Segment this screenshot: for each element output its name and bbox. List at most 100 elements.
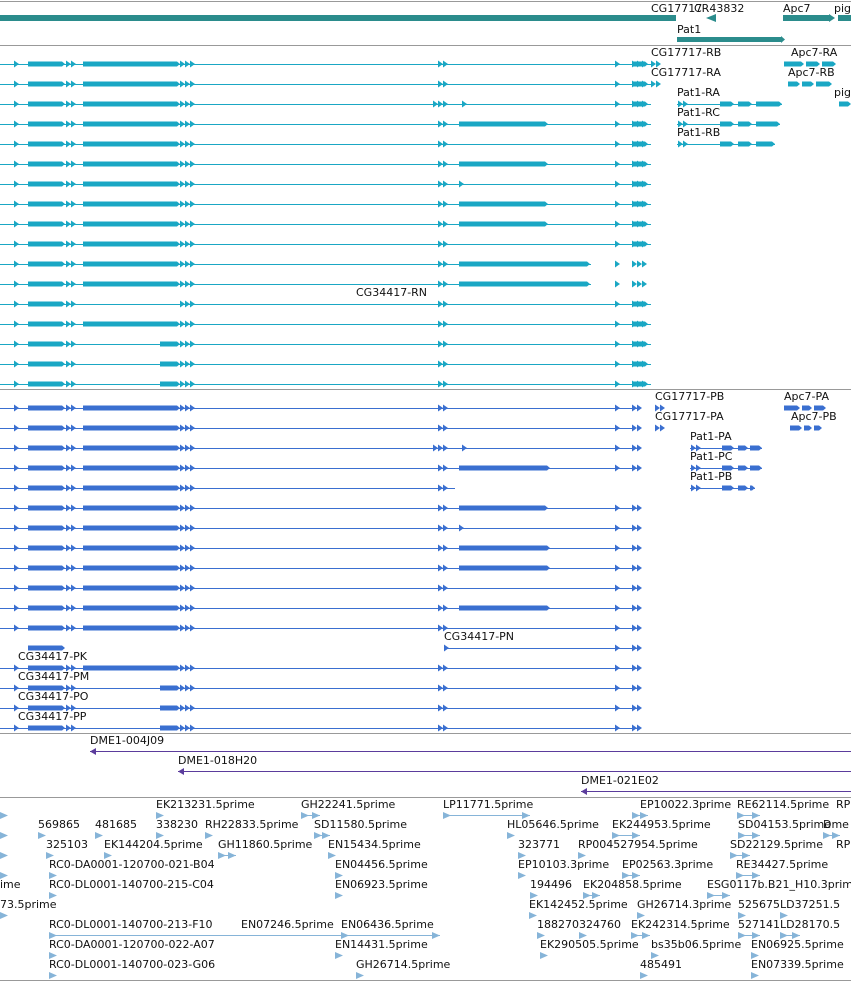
est-label[interactable]: EP10022.3prime bbox=[640, 798, 732, 811]
est-label[interactable]: EN07246.5prime bbox=[241, 918, 334, 931]
est-label[interactable]: EN14431.5prime bbox=[335, 938, 428, 951]
est-block bbox=[156, 832, 164, 839]
est-label[interactable]: 194496 bbox=[530, 878, 572, 891]
est-label[interactable]: 569865 bbox=[38, 818, 80, 831]
protein-label[interactable]: CG17717-PA bbox=[655, 410, 724, 423]
strand-arrow bbox=[190, 280, 195, 288]
bac-clone-label[interactable]: DME1-018H20 bbox=[178, 754, 258, 767]
protein-label[interactable]: CG17717-PB bbox=[655, 390, 725, 403]
protein-label[interactable]: Apc7-PA bbox=[784, 390, 829, 403]
est-label[interactable]: 325103 bbox=[46, 838, 88, 851]
est-label[interactable]: EN04456.5prime bbox=[335, 858, 428, 871]
est-label[interactable]: GH11860.5prime bbox=[218, 838, 313, 851]
transcript-label[interactable]: CG17717-RA bbox=[651, 66, 721, 79]
protein-label[interactable]: Pat1-PB bbox=[690, 470, 733, 483]
est-label[interactable]: 525675 bbox=[738, 898, 780, 911]
transcript-label[interactable]: Pat1-RC bbox=[677, 106, 720, 119]
est-label[interactable]: EK144204.5prime bbox=[104, 838, 203, 851]
transcript-label[interactable]: Apc7-RA bbox=[791, 46, 838, 59]
est-label[interactable]: EK242314.5prime bbox=[631, 918, 730, 931]
est-label[interactable]: RC0-DA0001-120700-021-B04 bbox=[49, 858, 215, 871]
exon-block bbox=[83, 141, 180, 147]
est-label[interactable]: GH22241.5prime bbox=[301, 798, 396, 811]
strand-arrow bbox=[190, 260, 195, 268]
est-label[interactable]: 323771 bbox=[518, 838, 560, 851]
est-label[interactable]: 527141 bbox=[738, 918, 780, 931]
est-label[interactable]: RP bbox=[836, 838, 851, 851]
protein-label[interactable]: Apc7-PB bbox=[791, 410, 837, 423]
est-label[interactable]: 324760 bbox=[579, 918, 621, 931]
est-label[interactable]: LP11771.5prime bbox=[443, 798, 534, 811]
est-label[interactable]: 338230 bbox=[156, 818, 198, 831]
est-label[interactable]: RH22833.5prime bbox=[205, 818, 299, 831]
est-label[interactable]: RC0-DL0001-140700-023-G06 bbox=[49, 958, 216, 971]
est-label[interactable]: EK290505.5prime bbox=[540, 938, 639, 951]
est-label[interactable]: SD11580.5prime bbox=[314, 818, 407, 831]
est-label[interactable]: EK142452.5prime bbox=[529, 898, 628, 911]
est-label[interactable]: RC0-DL0001-140700-213-F10 bbox=[49, 918, 213, 931]
est-label[interactable]: EN06925.5prime bbox=[751, 938, 844, 951]
strand-arrow bbox=[443, 584, 448, 592]
est-label[interactable]: LD28170.5 bbox=[780, 918, 841, 931]
transcript-label[interactable]: Pat1-RB bbox=[677, 126, 721, 139]
exon-block bbox=[28, 201, 65, 207]
est-label[interactable]: EN07339.5prime bbox=[751, 958, 844, 971]
transcript-label[interactable]: pig bbox=[834, 86, 851, 99]
gene-label[interactable]: Apc7 bbox=[783, 2, 811, 15]
gene-label[interactable]: pig bbox=[834, 2, 851, 15]
protein-label[interactable]: CG34417-PN bbox=[444, 630, 515, 643]
strand-arrow bbox=[14, 340, 19, 348]
exon-block bbox=[720, 101, 734, 107]
protein-label[interactable]: CG34417-PO bbox=[18, 690, 89, 703]
transcript-label[interactable]: Pat1-RA bbox=[677, 86, 720, 99]
bac-clone-label[interactable]: DME1-021E02 bbox=[581, 774, 659, 787]
est-label[interactable]: bs35b06.5prime bbox=[651, 938, 742, 951]
gene-label[interactable]: Pat1 bbox=[677, 23, 702, 36]
protein-label[interactable]: CG34417-PM bbox=[18, 670, 90, 683]
protein-label[interactable]: CG34417-PK bbox=[18, 650, 88, 663]
transcript-label[interactable]: CG34417-RN bbox=[356, 286, 428, 299]
est-label[interactable]: SD22129.5prime bbox=[730, 838, 823, 851]
est-label[interactable]: RE34427.5prime bbox=[736, 858, 829, 871]
est-label[interactable]: EN15434.5prime bbox=[328, 838, 421, 851]
transcript-label[interactable]: Apc7-RB bbox=[788, 66, 835, 79]
est-label[interactable]: RC0-DA0001-120700-022-A07 bbox=[49, 938, 215, 951]
est-label[interactable]: ESG0117b.B21_H10.3prime bbox=[707, 878, 851, 891]
est-label[interactable]: SD04153.5prime bbox=[738, 818, 831, 831]
est-label[interactable]: GH26714.5prime bbox=[356, 958, 451, 971]
est-label[interactable]: ime bbox=[0, 878, 21, 891]
est-label[interactable]: EP10103.3prime bbox=[518, 858, 610, 871]
strand-arrow bbox=[615, 320, 620, 328]
transcript-label[interactable]: CG17717-RB bbox=[651, 46, 722, 59]
protein-label[interactable]: CG34417-PP bbox=[18, 710, 87, 723]
est-label[interactable]: 485491 bbox=[640, 958, 682, 971]
est-label[interactable]: EN06923.5prime bbox=[335, 878, 428, 891]
exon-block bbox=[83, 425, 180, 431]
est-label[interactable]: GH26714.3prime bbox=[637, 898, 732, 911]
strand-arrow bbox=[438, 544, 443, 552]
est-label[interactable]: LD37251.5 bbox=[780, 898, 841, 911]
protein-label[interactable]: Pat1-PC bbox=[690, 450, 733, 463]
strand-arrow bbox=[637, 504, 642, 512]
exon-block bbox=[83, 221, 180, 227]
est-label[interactable]: RP bbox=[836, 798, 851, 811]
est-label[interactable]: EK213231.5prime bbox=[156, 798, 255, 811]
est-label[interactable]: EN06436.5prime bbox=[341, 918, 434, 931]
est-label[interactable]: RP004527954.5prime bbox=[578, 838, 698, 851]
est-label[interactable]: EK244953.5prime bbox=[612, 818, 711, 831]
est-label[interactable]: 73.5prime bbox=[0, 898, 57, 911]
est-label[interactable]: EK204858.5prime bbox=[583, 878, 682, 891]
exon-block bbox=[160, 381, 180, 387]
est-label[interactable]: HL05646.5prime bbox=[507, 818, 599, 831]
est-label[interactable]: Dme bbox=[823, 818, 849, 831]
est-label[interactable]: RE62114.5prime bbox=[737, 798, 830, 811]
gene-label[interactable]: CG17717 bbox=[651, 2, 703, 15]
est-label[interactable]: RC0-DL0001-140700-215-C04 bbox=[49, 878, 214, 891]
protein-label[interactable]: Pat1-PA bbox=[690, 430, 732, 443]
est-label[interactable]: EP02563.3prime bbox=[622, 858, 714, 871]
est-label[interactable]: 188270 bbox=[537, 918, 579, 931]
strand-arrow bbox=[637, 360, 642, 368]
bac-clone-label[interactable]: DME1-004J09 bbox=[90, 734, 165, 747]
gene-label[interactable]: CR43832 bbox=[694, 2, 745, 15]
est-label[interactable]: 481685 bbox=[95, 818, 137, 831]
